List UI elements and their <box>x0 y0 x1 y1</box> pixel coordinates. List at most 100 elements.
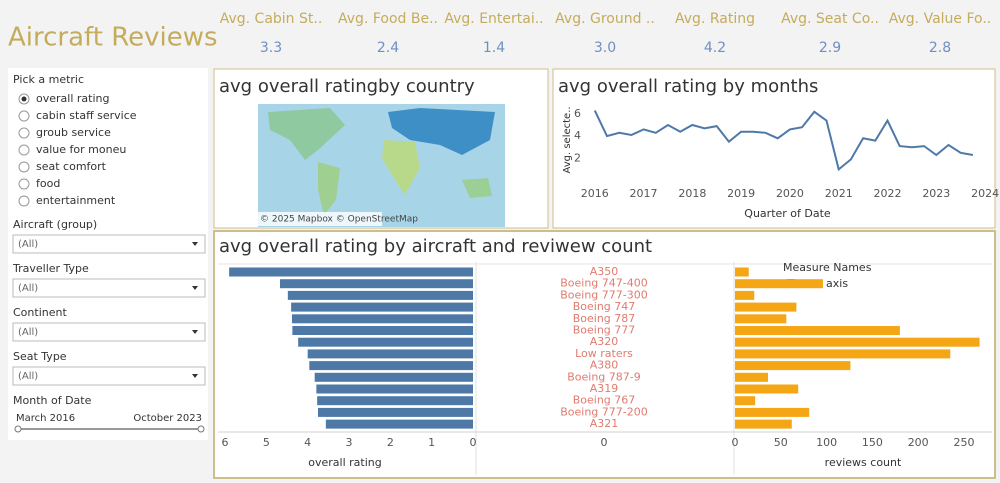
category-label: Boeing 777 <box>573 324 636 337</box>
kpi-value: 3.0 <box>594 40 616 56</box>
metric-title: Pick a metric <box>13 73 84 86</box>
bar <box>735 279 823 289</box>
dropdown[interactable] <box>12 366 206 386</box>
x-tick-label: 6 <box>222 436 229 449</box>
bar <box>298 337 473 347</box>
kpi-label: Avg. Food Be.. <box>338 11 438 27</box>
map: © 2025 Mapbox © OpenStreetMap <box>258 104 505 227</box>
dropdown-value[interactable]: (All) <box>18 239 38 250</box>
x-tick-label: 250 <box>954 436 975 449</box>
radio-label[interactable]: entertainment <box>36 194 116 207</box>
bar <box>292 326 473 335</box>
radio[interactable] <box>18 178 30 190</box>
bar <box>735 314 787 324</box>
category-label: Boeing 767 <box>573 394 636 407</box>
radio[interactable] <box>18 144 30 156</box>
category-label: Boeing 777-300 <box>560 288 648 301</box>
bar <box>735 361 851 371</box>
dropdown-value[interactable]: (All) <box>18 371 38 382</box>
x-tick-label: 100 <box>816 436 837 449</box>
dropdown-value[interactable]: (All) <box>18 283 38 294</box>
kpi-label: Avg. Ground .. <box>555 11 655 27</box>
map-title: avg overall ratingby country <box>219 76 475 97</box>
south-america <box>318 162 340 215</box>
radio-label[interactable]: cabin staff service <box>36 109 137 122</box>
dropdown-arrow[interactable] <box>192 374 198 378</box>
x-tick-label: 50 <box>774 436 788 449</box>
bar <box>735 396 756 406</box>
dropdown[interactable] <box>12 278 206 298</box>
x-tick-label: 4 <box>304 436 311 449</box>
x-tick-label: 1 <box>428 436 435 449</box>
attribution-bg <box>258 212 382 226</box>
kpi-value: 4.2 <box>704 40 726 56</box>
radio[interactable] <box>18 110 30 122</box>
category-label: A321 <box>590 417 619 430</box>
filter-label: Continent <box>13 306 67 319</box>
dropdown[interactable] <box>12 322 206 342</box>
dropdown-arrow[interactable] <box>192 286 198 290</box>
radio-label[interactable]: seat comfort <box>36 160 107 173</box>
legend-title: Measure Names <box>783 261 872 274</box>
dashboard-title: Aircraft Reviews <box>8 23 218 53</box>
bar <box>318 407 473 417</box>
y-axis-title: Avg. selecte.. <box>562 106 573 173</box>
x-axis-title: reviews count <box>825 456 902 469</box>
radio[interactable] <box>18 127 30 139</box>
bar <box>735 384 799 394</box>
filter-label: Seat Type <box>13 350 67 363</box>
australia <box>462 178 492 198</box>
slider-handle[interactable] <box>197 425 205 433</box>
bar <box>735 349 951 359</box>
radio-label[interactable]: groub service <box>36 126 111 139</box>
line <box>593 110 974 172</box>
kpi-value: 1.4 <box>483 40 505 56</box>
dropdown[interactable] <box>12 234 206 254</box>
category-label: Boeing 777-200 <box>560 405 648 418</box>
bar <box>735 419 792 429</box>
kpi-value: 2.4 <box>377 40 399 56</box>
north-america <box>268 108 345 160</box>
filter-label: Traveller Type <box>12 262 89 275</box>
x-tick-label: 2022 <box>874 187 902 200</box>
slider-handle[interactable] <box>14 425 22 433</box>
map-attribution: © 2025 Mapbox © OpenStreetMap <box>260 215 418 225</box>
x-tick-label: 2024 <box>971 187 999 200</box>
radio[interactable] <box>18 195 30 207</box>
bar <box>229 267 473 277</box>
bar <box>735 267 749 277</box>
radio-label[interactable]: food <box>36 177 60 190</box>
x-tick-label: 150 <box>862 436 883 449</box>
x-tick-label: 2020 <box>776 187 804 200</box>
bar <box>287 290 473 300</box>
radio[interactable] <box>18 161 30 173</box>
radio-label[interactable]: value for moneu <box>36 143 126 156</box>
x-tick-label: 3 <box>346 436 353 449</box>
x-tick-label: 200 <box>908 436 929 449</box>
category-label: Boeing 787-9 <box>567 370 641 383</box>
dropdown-arrow[interactable] <box>192 330 198 334</box>
y-tick-label: 2 <box>574 151 581 164</box>
radio-label[interactable]: overall rating <box>36 92 109 105</box>
dropdown-value[interactable]: (All) <box>18 327 38 338</box>
bar <box>291 314 473 324</box>
bar <box>316 384 473 394</box>
bar <box>291 302 473 312</box>
x-tick-label: 0 <box>732 436 739 449</box>
bar <box>279 279 473 289</box>
category-label: Boeing 747-400 <box>560 277 648 290</box>
kpi-label: Avg. Rating <box>675 11 755 27</box>
bar <box>735 290 755 300</box>
x-axis-title: overall rating <box>308 456 381 469</box>
date-end: October 2023 <box>133 413 202 424</box>
bar <box>735 372 768 382</box>
kpi-value: 2.8 <box>929 40 951 56</box>
category-label: A320 <box>590 335 619 348</box>
x-axis-title: Quarter of Date <box>744 207 831 220</box>
bar <box>735 326 900 335</box>
filter-label: Aircraft (group) <box>13 218 97 231</box>
kpi-value: 3.3 <box>260 40 282 56</box>
bar <box>735 337 980 347</box>
category-label: Boeing 787 <box>573 312 636 325</box>
dropdown-arrow[interactable] <box>192 242 198 246</box>
